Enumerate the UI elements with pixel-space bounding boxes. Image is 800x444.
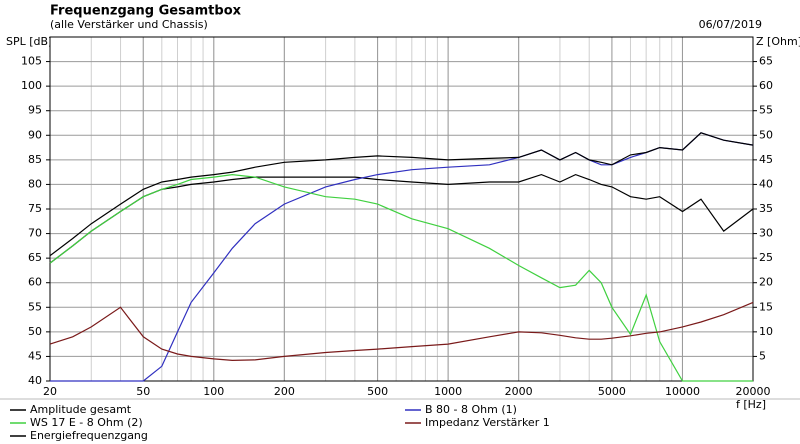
legend-label: Amplitude gesamt — [30, 403, 132, 416]
y2-tick-label: 30 — [759, 227, 773, 240]
y2-tick-label: 60 — [759, 79, 773, 92]
y-tick-label: 80 — [28, 177, 42, 190]
chart-subtitle: (alle Verstärker und Chassis) — [50, 18, 208, 31]
y-tick-label: 70 — [28, 227, 42, 240]
y-tick-label: 60 — [28, 276, 42, 289]
y2-tick-label: 15 — [759, 300, 773, 313]
legend-label: B 80 - 8 Ohm (1) — [425, 403, 517, 416]
x-tick-label: 5000 — [598, 385, 626, 398]
x-tick-label: 200 — [274, 385, 295, 398]
x-tick-label: 20 — [43, 385, 57, 398]
y2-tick-label: 45 — [759, 153, 773, 166]
legend-label: Energiefrequenzgang — [30, 429, 148, 442]
y2-tick-label: 5 — [759, 349, 766, 362]
y-tick-label: 50 — [28, 325, 42, 338]
legend-label: WS 17 E - 8 Ohm (2) — [30, 416, 143, 429]
series-line — [49, 301, 754, 362]
y2-tick-label: 25 — [759, 251, 773, 264]
chart-title: Frequenzgang Gesamtbox — [50, 4, 242, 19]
x-tick-label: 1000 — [434, 385, 462, 398]
y2-axis-label: Z [Ohm] — [756, 35, 800, 48]
y-tick-label: 40 — [28, 374, 42, 387]
x-tick-label: 10000 — [665, 385, 700, 398]
y-tick-label: 100 — [21, 79, 42, 92]
series-line — [49, 173, 753, 382]
y-axis-label: SPL [dB] — [6, 35, 52, 48]
series-line — [49, 132, 754, 257]
x-tick-label: 50 — [136, 385, 150, 398]
x-tick-label: 20000 — [736, 385, 771, 398]
x-tick-label: 2000 — [505, 385, 533, 398]
y2-tick-label: 35 — [759, 202, 773, 215]
y2-tick-label: 50 — [759, 128, 773, 141]
x-axis-label: f [Hz] — [736, 398, 766, 411]
y2-tick-label: 40 — [759, 177, 773, 190]
y-tick-label: 55 — [28, 300, 42, 313]
y-tick-label: 45 — [28, 349, 42, 362]
legend-label: Impedanz Verstärker 1 — [425, 416, 550, 429]
y2-tick-label: 20 — [759, 276, 773, 289]
y-tick-label: 75 — [28, 202, 42, 215]
y-tick-label: 90 — [28, 128, 42, 141]
y2-tick-label: 55 — [759, 104, 773, 117]
y2-tick-label: 65 — [759, 55, 773, 68]
date: 06/07/2019 — [699, 18, 762, 31]
y2-tick-label: 10 — [759, 325, 773, 338]
x-tick-label: 100 — [203, 385, 224, 398]
y-tick-label: 65 — [28, 251, 42, 264]
y-tick-label: 105 — [21, 55, 42, 68]
y-tick-label: 95 — [28, 104, 42, 117]
x-tick-label: 500 — [367, 385, 388, 398]
y-tick-label: 85 — [28, 153, 42, 166]
